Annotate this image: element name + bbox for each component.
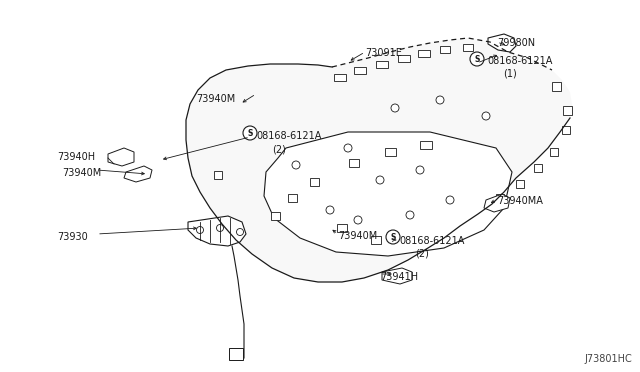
Text: 73940H: 73940H	[57, 152, 95, 162]
Circle shape	[416, 166, 424, 174]
Text: 73091E: 73091E	[365, 48, 402, 58]
Text: 79980N: 79980N	[497, 38, 535, 48]
Bar	[376, 61, 388, 67]
Circle shape	[292, 161, 300, 169]
Circle shape	[344, 144, 352, 152]
Bar	[337, 224, 347, 232]
Text: 73940M: 73940M	[62, 168, 101, 178]
Circle shape	[482, 112, 490, 120]
Bar	[550, 148, 558, 156]
Polygon shape	[124, 166, 152, 182]
Polygon shape	[488, 34, 516, 52]
Text: J73801HC: J73801HC	[584, 354, 632, 364]
Text: 08168-6121A: 08168-6121A	[487, 56, 552, 66]
Polygon shape	[186, 38, 572, 282]
Circle shape	[216, 224, 223, 231]
Bar	[354, 67, 366, 74]
Bar	[310, 178, 319, 186]
Text: 08168-6121A: 08168-6121A	[256, 131, 321, 141]
Bar	[440, 45, 450, 52]
Bar	[516, 180, 524, 188]
Bar	[334, 74, 346, 80]
Bar	[463, 44, 473, 51]
Text: S: S	[474, 55, 480, 64]
Circle shape	[376, 176, 384, 184]
Text: (1): (1)	[503, 69, 516, 79]
Polygon shape	[108, 148, 134, 166]
Circle shape	[446, 196, 454, 204]
Bar	[562, 126, 570, 134]
Text: S: S	[390, 232, 396, 241]
Text: 73941H: 73941H	[380, 272, 418, 282]
Polygon shape	[264, 132, 512, 256]
Text: (2): (2)	[272, 144, 286, 154]
Text: 73940MA: 73940MA	[497, 196, 543, 206]
Circle shape	[436, 96, 444, 104]
Circle shape	[326, 206, 334, 214]
Circle shape	[406, 211, 414, 219]
Text: 73940M: 73940M	[196, 94, 236, 104]
Bar	[563, 106, 572, 115]
Bar	[385, 148, 396, 156]
Bar	[287, 194, 296, 202]
Circle shape	[354, 216, 362, 224]
Text: 73930: 73930	[57, 232, 88, 242]
Circle shape	[237, 228, 243, 235]
Bar	[496, 194, 504, 202]
Circle shape	[470, 52, 484, 66]
Polygon shape	[382, 268, 412, 284]
Bar	[371, 236, 381, 244]
Text: S: S	[247, 128, 253, 138]
Circle shape	[243, 126, 257, 140]
Bar	[552, 81, 561, 90]
Text: 08168-6121A: 08168-6121A	[399, 236, 465, 246]
Bar	[398, 55, 410, 61]
Bar	[214, 171, 222, 179]
Bar	[271, 212, 280, 220]
Text: (2): (2)	[415, 249, 429, 259]
Circle shape	[386, 230, 400, 244]
Bar	[229, 348, 243, 360]
Bar	[418, 49, 430, 57]
Circle shape	[196, 227, 204, 234]
Polygon shape	[188, 216, 246, 246]
Bar	[534, 164, 542, 172]
Bar	[420, 141, 432, 149]
Circle shape	[391, 104, 399, 112]
Bar	[349, 159, 359, 167]
Polygon shape	[484, 194, 510, 212]
Text: 73940M: 73940M	[338, 231, 377, 241]
